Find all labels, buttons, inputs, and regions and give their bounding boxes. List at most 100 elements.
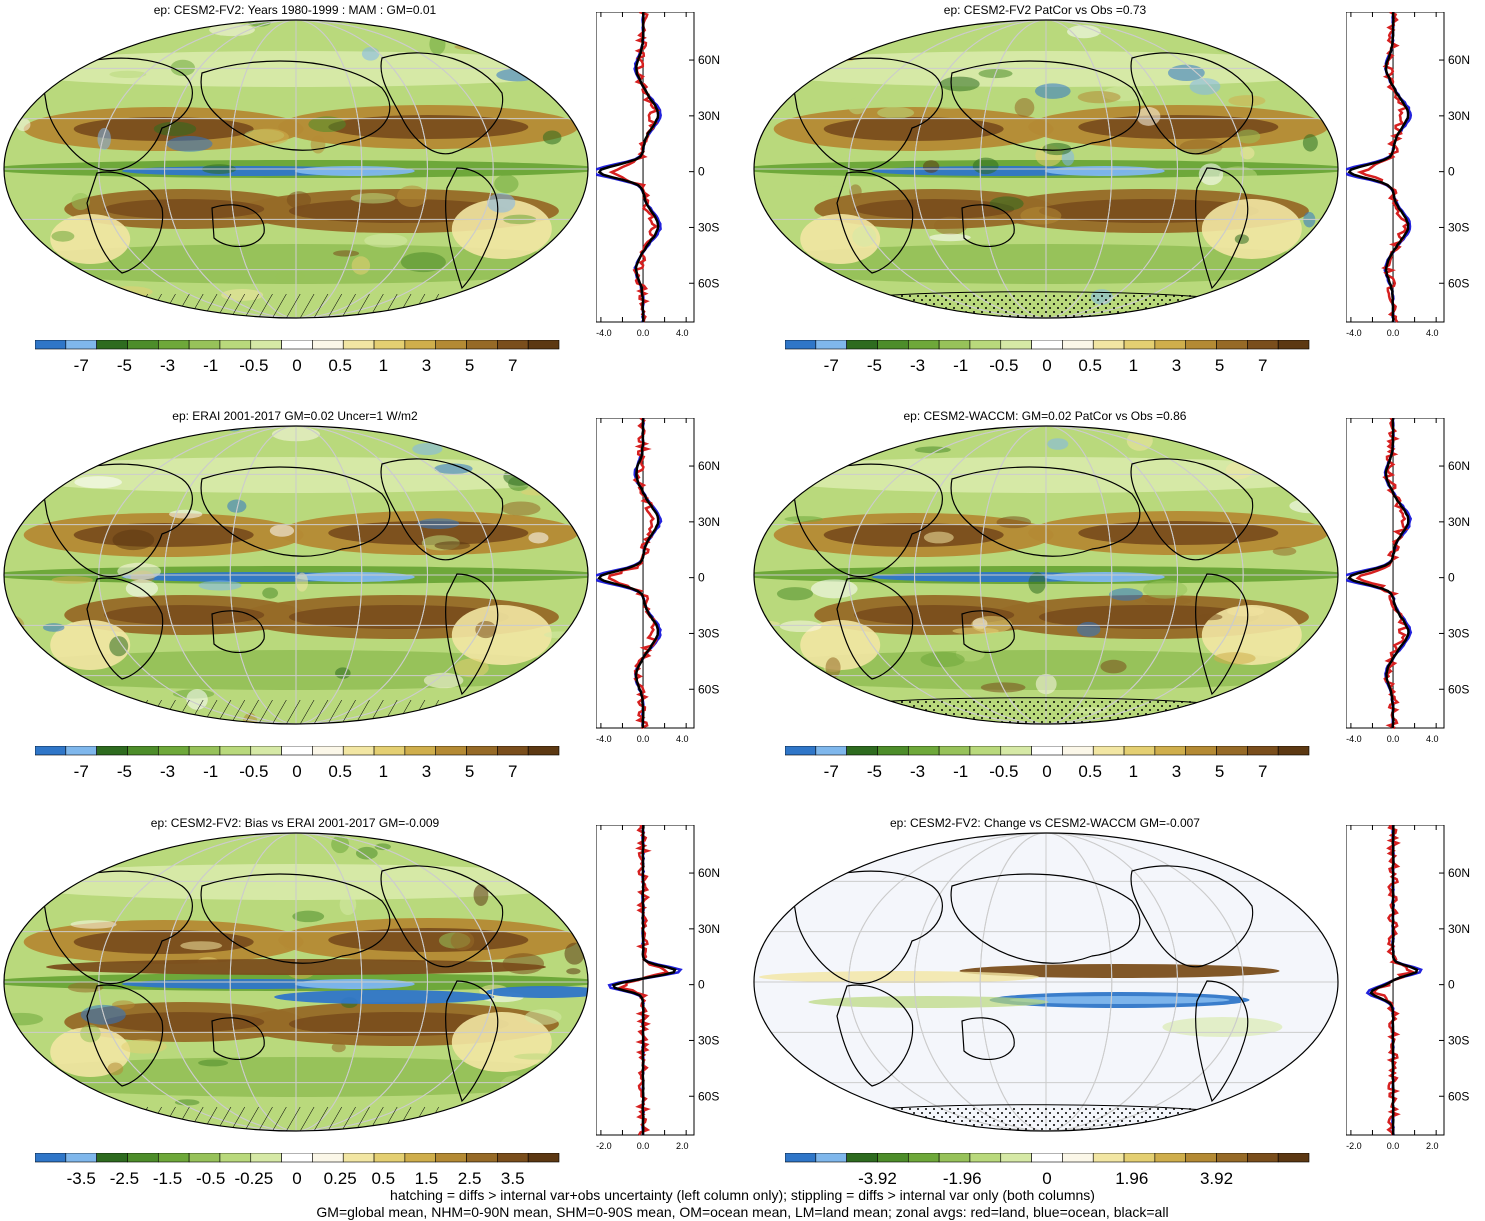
colorbar-swatch [1031,746,1063,756]
colorbar-swatch [219,340,252,350]
colorbar-swatch [846,340,878,350]
colorbar-swatch [188,340,221,350]
colorbar-label: -5 [866,762,882,781]
zonal-mean-plot: mm/day -2.0 0.0 2.0 60N 30N 0 30S 60S [1346,825,1470,1151]
latitude-label: 30N [698,109,720,123]
colorbar-label: 2.5 [457,1169,482,1188]
colorbar-label: -3 [909,762,926,781]
colorbar-label: 3.92 [1199,1169,1234,1188]
zonal-x-tick: 4.0 [1426,734,1439,744]
colorbar-swatch [1185,340,1217,350]
colorbar-label: 5 [464,356,475,375]
zonal-mean-plot: mm/day -2.0 0.0 2.0 60N 30N 0 30S 60S [596,825,720,1151]
colorbar-label: -7 [73,356,89,375]
coastline [200,466,391,557]
colorbar-swatch [312,340,344,350]
colorbar-label: -1 [203,762,219,781]
colorbar-label: 7 [508,762,518,781]
colorbar-label: 7 [508,356,518,375]
colorbar-label: 1 [378,762,389,781]
colorbar-swatch [157,1153,190,1163]
zonal-unit-label: mm/day [623,825,651,826]
colorbar-label: -1 [953,762,969,781]
zonal-mean-plot: mm/day -4.0 0.0 4.0 60N 30N 0 30S 60S [596,418,720,744]
zonal-unit-label: mm/day [623,418,651,419]
colorbar-label: -0.5 [989,356,1019,375]
colorbar-labels: -3.5 -2.5 -1.5 -0.5 -0.25 0 0.25 0.5 1.5 2.5 3.5 [35,1169,559,1191]
coastline [836,984,914,1087]
colorbar-swatch [1031,340,1063,350]
zonal-x-tick: -2.0 [596,1141,612,1151]
colorbar-label: 0.5 [328,356,352,375]
panel-title: ep: CESM2-WACCM: GM=0.02 PatCor vs Obs =… [903,409,1187,423]
colorbar-swatch [1031,1153,1063,1163]
colorbar-swatch [1277,1153,1310,1163]
colorbar-label: 1 [1128,356,1139,375]
colorbar-label: -3 [909,356,926,375]
colorbar-label: 0 [292,356,302,375]
colorbar-swatch [846,746,878,756]
coastline [380,458,504,561]
colorbar-label: 0.5 [371,1169,396,1188]
latitude-label: 60N [698,459,720,473]
colorbar-swatch [404,746,437,756]
coastline [791,57,943,172]
latitude-label: 30S [698,1033,719,1047]
colorbar-label: -5 [116,762,132,781]
coastline [836,577,914,680]
colorbar-swatch [342,746,375,756]
coastline [791,463,943,578]
colorbar-swatch [342,340,375,350]
coastline [445,980,499,1103]
colorbar-swatch [96,340,128,350]
stippling-region [896,294,1196,318]
colorbar-label: 1.5 [414,1169,439,1188]
colorbar-swatch [969,746,1002,756]
colorbar-swatch [281,1153,313,1163]
footer-line-2: GM=global mean, NHM=0-90N mean, SHM=0-90… [316,1204,1169,1220]
colorbar [35,1153,560,1163]
colorbar-label: -2.5 [109,1169,140,1188]
zonal-land-line [608,12,661,323]
hatching-region [146,700,446,724]
latitude-label: 30S [698,626,719,640]
zonal-unit-label: mm/day [1373,418,1401,419]
colorbar-swatch [250,340,282,350]
latitude-label: 60N [698,53,720,67]
zonal-x-tick: 4.0 [1426,328,1439,338]
latitude-label: 0 [1448,571,1455,585]
zonal-x-tick: 0.0 [637,328,650,338]
coastline [41,870,193,985]
colorbar-swatch [127,746,159,756]
colorbar-label: -7 [823,762,839,781]
colorbar-swatch [907,746,940,756]
colorbar-label: 0.25 [323,1169,357,1188]
colorbar-label: 1 [378,356,389,375]
colorbar-swatch [815,746,847,756]
zonal-x-tick: 0.0 [1387,328,1400,338]
colorbar-swatch [1000,746,1032,756]
colorbar-label: 3 [1171,356,1182,375]
colorbar-swatch [1092,1153,1125,1163]
colorbar-label: 7 [1258,762,1268,781]
colorbar [785,340,1310,350]
latitude-label: 60S [698,276,719,290]
latitude-label: 60S [698,682,719,696]
latitude-label: 60N [1448,53,1470,67]
colorbar-swatch [404,340,437,350]
colorbar-swatch [1123,746,1156,756]
footer-line-1: hatching = diffs > internal var+obs unce… [390,1187,1095,1203]
coastline [200,873,391,964]
colorbar-label: -1 [953,356,969,375]
colorbar-swatch [65,1153,97,1163]
latitude-label: 60S [698,1089,719,1103]
colorbar-label: -0.5 [989,762,1019,781]
coastline [961,204,1015,248]
zonal-x-tick: 0.0 [637,1141,650,1151]
colorbar-swatch [466,746,498,756]
latitude-label: 30N [1448,515,1470,529]
colorbar-swatch [907,340,940,350]
panel-title: ep: CESM2-FV2: Change vs CESM2-WACCM GM=… [890,816,1200,830]
zonal-mean-plot: mm/day -4.0 0.0 4.0 60N 30N 0 30S 60S [596,12,720,338]
colorbar-label: 0 [292,762,302,781]
